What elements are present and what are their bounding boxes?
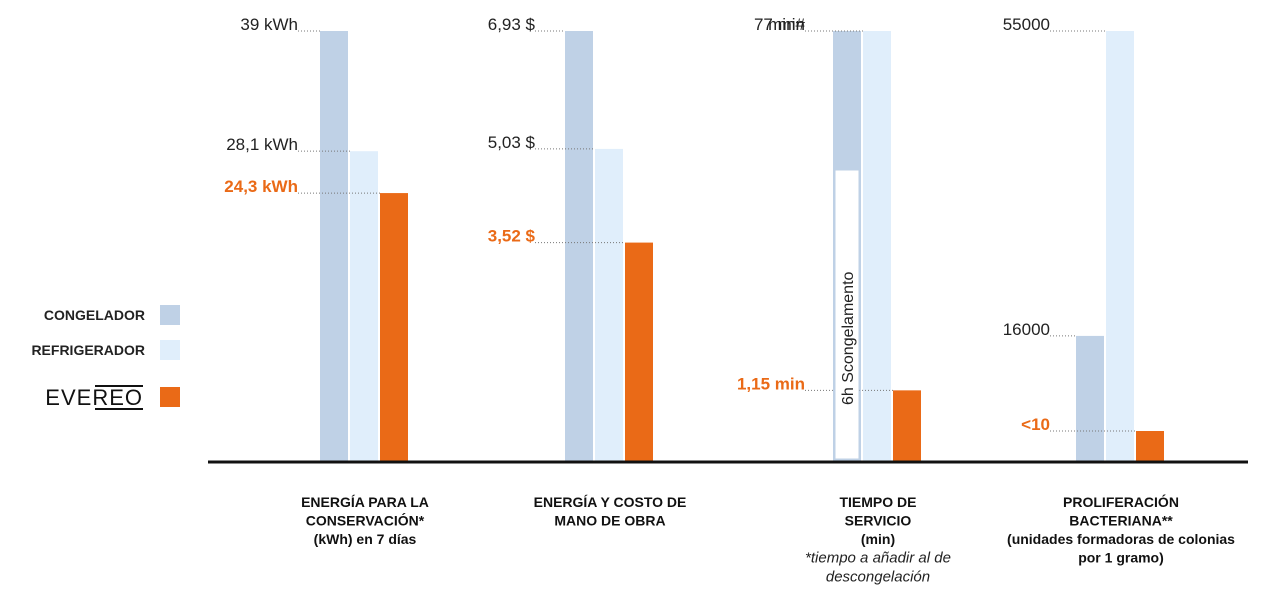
category-label: CONSERVACIÓN* [306,512,425,529]
category-label: BACTERIANA** [1069,513,1173,529]
legend-swatch-evereo [160,387,180,407]
bar-3-evereo [893,390,921,461]
value-label: 16000 [1003,320,1050,339]
value-label: 55000 [1003,15,1050,34]
bar-4-evereo [1136,431,1164,461]
bar-2-refrigerador [595,148,623,461]
legend-label-refrigerador: REFRIGERADOR [31,342,145,358]
value-label: 1,15 min [737,374,805,393]
value-label: 7 min [763,15,805,34]
bar-1-congelador [320,31,348,461]
defrost-segment [834,169,860,460]
category-label: MANO DE OBRA [554,513,665,529]
defrost-text: 6h Scongelamento [840,271,857,405]
value-label: 39 kWh [240,15,298,34]
value-label: 6,93 $ [488,15,536,34]
category-label: (unidades formadoras de colonias [1007,531,1235,547]
category-label: TIEMPO DE [839,494,916,510]
value-label: 5,03 $ [488,133,536,152]
category-label: (kWh) en 7 días [314,531,417,547]
value-label: 28,1 kWh [226,135,298,154]
bar-1-evereo [380,193,408,462]
legend-label-congelador: CONGELADOR [44,307,145,323]
category-label: ENERGÍA Y COSTO DE [534,494,687,510]
bar-2-evereo [625,242,653,461]
bar-1-refrigerador [350,151,378,461]
bar-4-refrigerador [1106,31,1134,461]
category-label: por 1 gramo) [1078,550,1164,566]
value-label: 3,52 $ [488,227,536,246]
category-note: descongelación [826,569,930,586]
bar-2-congelador [565,31,593,461]
category-label: PROLIFERACIÓN [1063,493,1179,510]
legend-everero-logo: EVEREO [45,385,143,410]
value-label: 7 min# [754,15,806,34]
category-label: SERVICIO [845,513,912,529]
value-label: 24,3 kWh [224,177,298,196]
legend-swatch-refrigerador [160,340,180,360]
category-label: (min) [861,531,895,547]
bar-3-refrigerador [863,31,891,461]
category-label: ENERGÍA PARA LA [301,494,429,510]
legend-swatch-congelador [160,305,180,325]
bar-4-congelador [1076,335,1104,461]
category-note: *tiempo a añadir al de [805,550,951,567]
value-label: <10 [1021,415,1050,434]
